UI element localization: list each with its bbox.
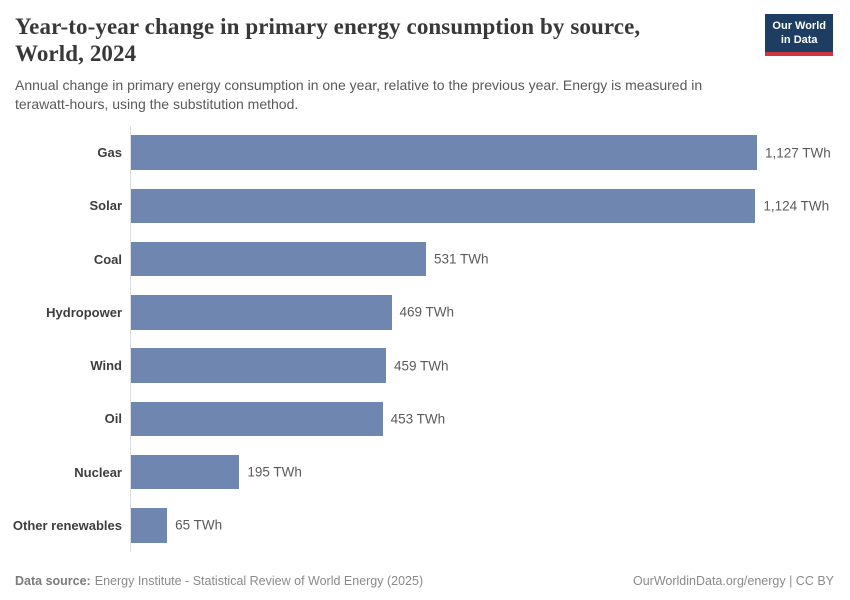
value-label: 195 TWh (247, 464, 302, 480)
bar-row-wind: Wind 459 TWh (0, 339, 835, 393)
bar-track: 195 TWh (130, 445, 835, 499)
chart-header: Year-to-year change in primary energy co… (15, 14, 835, 114)
bar-wind: 459 TWh (131, 348, 448, 383)
bar-row-solar: Solar 1,124 TWh (0, 179, 835, 233)
value-label: 531 TWh (433, 251, 489, 267)
category-label: Coal (93, 251, 122, 267)
value-label: 469 TWh (399, 304, 455, 320)
bar-other-renewables: 65 TWh (131, 508, 222, 543)
bar-coal: 531 TWh (131, 241, 488, 277)
bar-hydropower: 469 TWh (131, 295, 454, 330)
bar-track: 459 TWh (130, 339, 835, 393)
bar-nuclear: 195 TWh (131, 454, 302, 490)
category-label: Nuclear (74, 464, 122, 480)
value-label: 459 TWh (393, 358, 449, 374)
value-label: 65 TWh (175, 517, 223, 533)
chart-subtitle-line-1: Annual change in primary energy consumpt… (15, 77, 703, 94)
bar-track: 469 TWh (130, 285, 835, 339)
value-label: 1,127 TWh (765, 145, 831, 161)
bar-row-oil: Oil 453 TWh (0, 392, 835, 446)
chart-title-line-1: Year-to-year change in primary energy co… (15, 14, 641, 39)
chart-footer: Data source: Energy Institute - Statistic… (15, 574, 834, 588)
owid-logo-line-1: Our World (772, 20, 826, 32)
bar-row-coal: Coal 531 TWh (0, 232, 835, 286)
bar-row-other-renewables: Other renewables 65 TWh (0, 498, 835, 552)
chart-title: Year-to-year change in primary energy co… (15, 14, 760, 67)
bar-track: 65 TWh (130, 498, 835, 552)
chart-title-line-2: World, 2024 (15, 40, 137, 66)
chart-subtitle-line-2: terawatt-hours, using the substitution m… (15, 96, 299, 113)
data-source-label: Data source: (15, 574, 91, 588)
value-label: 453 TWh (390, 411, 446, 427)
bar-solar: 1,124 TWh (131, 188, 829, 224)
data-source: Data source: Energy Institute - Statistic… (15, 574, 423, 588)
value-label: 1,124 TWh (763, 198, 830, 214)
bar-oil: 453 TWh (131, 401, 445, 437)
bar-chart: Gas 1,127 TWh Solar 1,124 TWh Coal 531 T… (0, 126, 835, 552)
credit-link[interactable]: OurWorldinData.org/energy | CC BY (632, 574, 834, 588)
bar-track: 531 TWh (130, 232, 835, 286)
bar-track: 1,124 TWh (130, 179, 835, 233)
category-label: Hydropower (46, 304, 122, 320)
data-source-text: Energy Institute - Statistical Review of… (94, 574, 424, 588)
category-label: Other renewables (12, 517, 122, 533)
bar-track: 453 TWh (130, 392, 835, 446)
category-label: Solar (89, 198, 122, 214)
bar-gas: 1,127 TWh (131, 135, 831, 170)
category-label: Wind (90, 358, 122, 374)
owid-logo-line-2: in Data (780, 34, 818, 47)
owid-logo[interactable]: Our World in Data (765, 14, 833, 56)
bar-row-hydropower: Hydropower 469 TWh (0, 285, 835, 339)
bar-row-gas: Gas 1,127 TWh (0, 126, 835, 180)
bar-track: 1,127 TWh (130, 126, 835, 180)
category-label: Oil (104, 411, 122, 427)
category-label: Gas (97, 145, 122, 161)
chart-subtitle: Annual change in primary energy consumpt… (15, 76, 755, 114)
bar-row-nuclear: Nuclear 195 TWh (0, 445, 835, 499)
